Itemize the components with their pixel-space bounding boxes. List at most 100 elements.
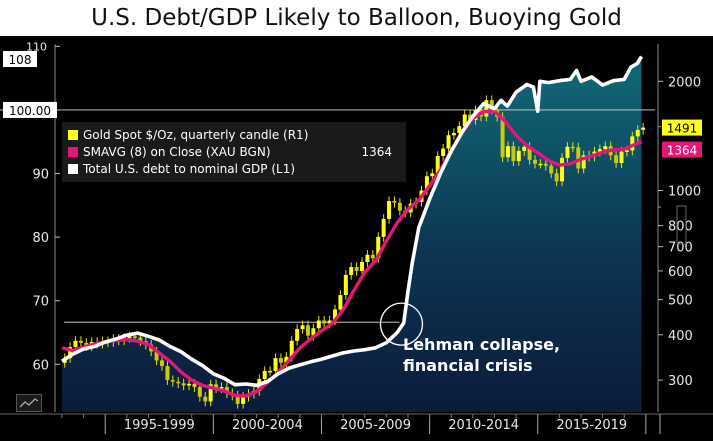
gold-candle-body bbox=[554, 173, 559, 182]
right-axis-tick-label: 800 bbox=[668, 220, 693, 235]
x-axis-category-label: 2005-2009 bbox=[340, 418, 411, 433]
gold-candle-body bbox=[451, 133, 456, 136]
gold-candle-body bbox=[289, 340, 294, 357]
legend-item-debt: Total U.S. debt to nominal GDP (L1) bbox=[68, 160, 400, 177]
gold-candle bbox=[224, 382, 229, 399]
gold-candle bbox=[322, 315, 327, 329]
left-axis-tick-label: 90 bbox=[32, 168, 49, 183]
gold-candle-body bbox=[214, 384, 219, 389]
gold-candle-body bbox=[187, 383, 192, 386]
right-value-tag-smavg-text: 1364 bbox=[667, 144, 698, 158]
gold-candle-body bbox=[505, 146, 510, 158]
gold-candle-body bbox=[197, 387, 202, 397]
gold-candle bbox=[446, 130, 451, 154]
legend-label-debt: Total U.S. debt to nominal GDP (L1) bbox=[83, 161, 296, 176]
gold-candle-body bbox=[241, 396, 246, 404]
gold-candle bbox=[511, 141, 516, 166]
gold-candle bbox=[441, 143, 446, 161]
gold-candle-body bbox=[311, 328, 316, 336]
gold-candle bbox=[305, 320, 310, 341]
gold-candle bbox=[554, 168, 559, 187]
legend-swatch-gold bbox=[68, 129, 78, 140]
gold-candle bbox=[181, 378, 186, 391]
gold-candle bbox=[235, 390, 240, 409]
gold-candle-body bbox=[268, 370, 273, 373]
gold-candle-body bbox=[154, 351, 159, 361]
right-axis-tick-label: 400 bbox=[668, 329, 693, 344]
lehman-annotation-line: financial crisis bbox=[403, 356, 533, 375]
gold-candle-body bbox=[538, 163, 543, 166]
gold-candle bbox=[176, 377, 181, 389]
x-axis-category-label: 2000-2004 bbox=[232, 418, 303, 433]
left-value-tag-100: 100.00 bbox=[3, 101, 57, 118]
gold-candle-body bbox=[387, 201, 392, 219]
debt-line bbox=[61, 55, 644, 388]
gold-candle bbox=[392, 196, 397, 208]
gold-candle-body bbox=[327, 320, 332, 324]
gold-candle bbox=[268, 366, 273, 376]
gold-candle-body bbox=[441, 148, 446, 156]
gold-candle bbox=[273, 353, 278, 376]
right-axis-tick-label: 700 bbox=[668, 241, 693, 256]
debt-area bbox=[62, 56, 642, 412]
gold-candle-body bbox=[527, 146, 532, 160]
lehman-circle bbox=[379, 302, 424, 346]
gold-candle bbox=[295, 324, 300, 346]
gold-candle bbox=[170, 375, 175, 387]
gold-candle bbox=[505, 141, 510, 163]
gold-candle bbox=[165, 361, 170, 385]
gold-candle-body bbox=[392, 201, 397, 203]
gold-candle bbox=[343, 270, 348, 300]
left-axis-tick-label: 80 bbox=[32, 231, 49, 246]
gold-candle-body bbox=[338, 294, 343, 310]
gold-candle bbox=[160, 355, 165, 371]
gold-candle-body bbox=[381, 218, 386, 237]
gold-candle bbox=[533, 155, 538, 169]
gold-candle bbox=[338, 290, 343, 315]
gold-candle-body bbox=[170, 380, 175, 382]
lehman-annotation-line: Lehman collapse, bbox=[403, 335, 560, 354]
gold-candle-body bbox=[176, 381, 181, 384]
gold-candle-body bbox=[316, 320, 321, 329]
gold-candle bbox=[300, 320, 305, 334]
left-axis-tick-label: 110 bbox=[26, 40, 47, 53]
gold-candle-body bbox=[332, 309, 337, 321]
gold-candle-body bbox=[603, 146, 608, 150]
gold-candle bbox=[581, 150, 586, 174]
gold-candle-body bbox=[295, 328, 300, 341]
left-value-tag-100-box bbox=[3, 101, 57, 118]
right-axis-tick-label: 500 bbox=[668, 294, 693, 309]
chart-type-icon[interactable] bbox=[16, 394, 42, 412]
gold-candle-body bbox=[489, 100, 494, 110]
gold-candle-body bbox=[560, 157, 565, 182]
gold-candle bbox=[214, 379, 219, 393]
gold-candle bbox=[635, 125, 640, 142]
gold-candle-body bbox=[132, 336, 137, 338]
gold-candle-body bbox=[511, 146, 516, 162]
gold-candle-body bbox=[641, 127, 646, 130]
gold-candle-body bbox=[570, 146, 575, 149]
gold-candle-body bbox=[549, 165, 554, 174]
left-axis-tick-label: 70 bbox=[32, 295, 49, 310]
gold-candle-body bbox=[160, 360, 165, 367]
gold-candle-body bbox=[127, 336, 132, 338]
gold-candle-body bbox=[165, 366, 170, 381]
gold-candle-body bbox=[397, 202, 402, 211]
gold-candle bbox=[570, 142, 575, 153]
gold-candle-body bbox=[360, 262, 365, 271]
gold-candle-body bbox=[278, 358, 283, 363]
gold-candle-body bbox=[68, 347, 73, 359]
gold-candle bbox=[538, 159, 543, 169]
right-axis-tick-label: 1000 bbox=[668, 184, 701, 199]
gold-candle-body bbox=[533, 159, 538, 164]
left-value-tag-debt-box bbox=[3, 51, 37, 67]
gold-candle-body bbox=[305, 325, 310, 336]
legend-swatch-debt bbox=[68, 163, 78, 174]
right-value-tag-smavg-box bbox=[662, 141, 702, 158]
gold-candle bbox=[641, 122, 646, 135]
gold-candle-body bbox=[630, 136, 635, 151]
gold-candle bbox=[387, 196, 392, 224]
gold-candle bbox=[381, 214, 386, 242]
gold-candle-body bbox=[349, 267, 354, 275]
gold-candle-body bbox=[430, 173, 435, 177]
